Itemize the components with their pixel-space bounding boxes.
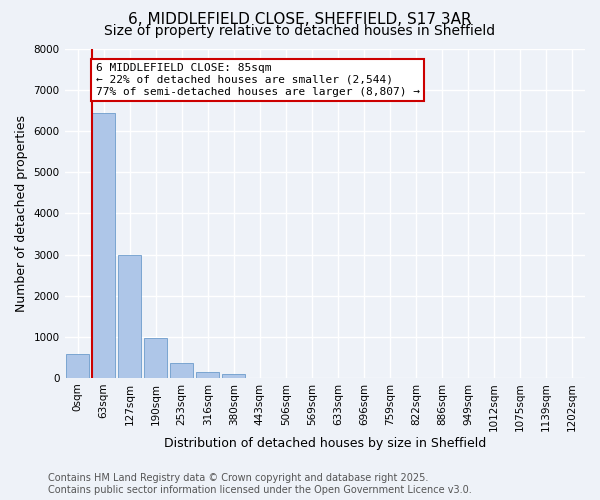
Bar (222, 374, 245, 378)
Text: 6 MIDDLEFIELD CLOSE: 85sqm
← 22% of detached houses are smaller (2,544)
77% of s: 6 MIDDLEFIELD CLOSE: 85sqm ← 22% of deta… (96, 64, 420, 96)
Text: 6, MIDDLEFIELD CLOSE, SHEFFIELD, S17 3AR: 6, MIDDLEFIELD CLOSE, SHEFFIELD, S17 3AR (128, 12, 472, 28)
Bar (144, 338, 167, 378)
Bar (196, 372, 220, 378)
X-axis label: Distribution of detached houses by size in Sheffield: Distribution of detached houses by size … (164, 437, 486, 450)
Text: Contains HM Land Registry data © Crown copyright and database right 2025.
Contai: Contains HM Land Registry data © Crown c… (48, 474, 472, 495)
Text: Size of property relative to detached houses in Sheffield: Size of property relative to detached ho… (104, 24, 496, 38)
Bar (170, 363, 193, 378)
Bar (66, 354, 89, 378)
Bar (92, 112, 115, 378)
Bar (118, 256, 142, 378)
Y-axis label: Number of detached properties: Number of detached properties (15, 115, 28, 312)
